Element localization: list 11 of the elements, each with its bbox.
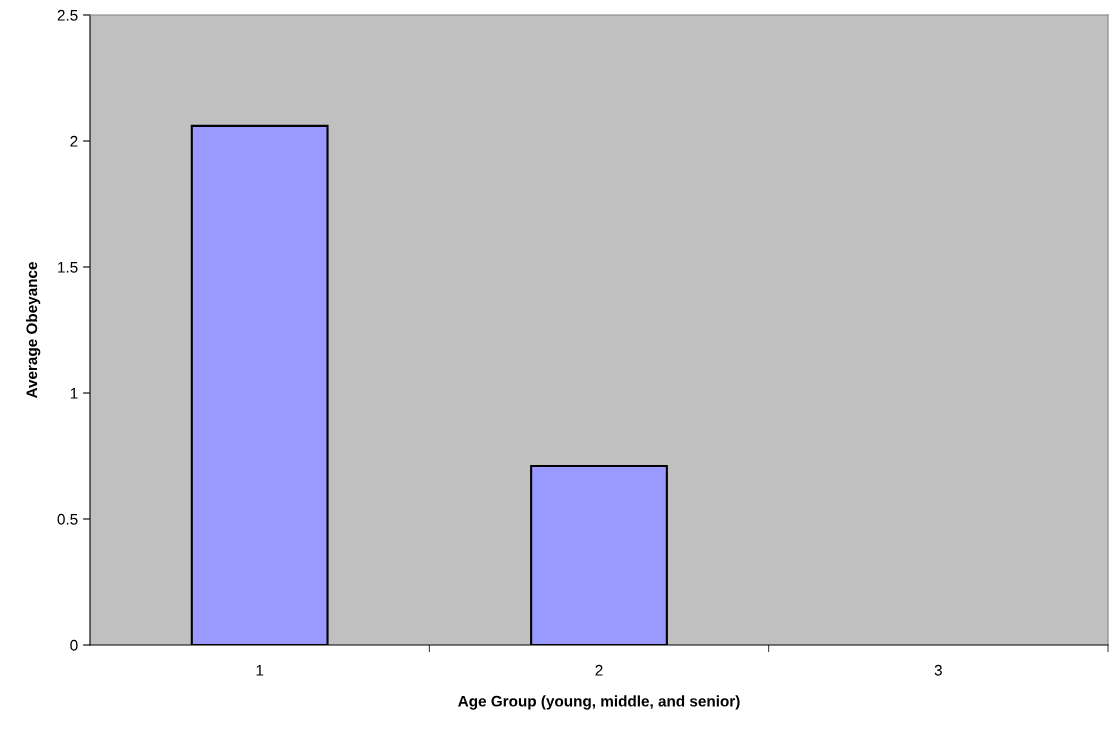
y-tick-label: 1 [70, 388, 78, 399]
x-tick-label: 3 [934, 664, 942, 676]
y-tick-label: 0 [70, 639, 78, 651]
y-tick-label: 2.5 [57, 9, 78, 21]
x-tick-label: 1 [256, 665, 264, 676]
x-tick-label: 2 [595, 664, 603, 676]
y-tick-label: 0.5 [57, 513, 78, 525]
x-axis-title: Age Group (young, middle, and senior) [458, 695, 740, 710]
y-tick-label: 2 [70, 135, 78, 147]
y-axis-title: Average Obeyance [25, 262, 41, 399]
y-tick-label: 1.5 [58, 262, 78, 273]
